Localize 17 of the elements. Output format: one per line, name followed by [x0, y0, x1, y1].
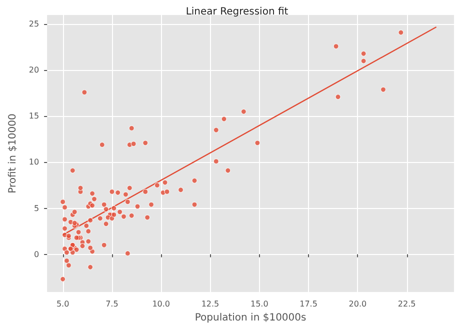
- x-tick-label: 15.0: [250, 300, 268, 308]
- y-axis-title: Profit in $10000: [8, 114, 18, 194]
- y-tick-label: 0: [34, 250, 40, 259]
- y-tick-label: 20: [28, 66, 40, 75]
- y-tick-label: 15: [28, 112, 40, 121]
- x-axis-title: Population in $10000s: [194, 312, 306, 324]
- chart-title: Linear Regression fit: [186, 6, 288, 18]
- x-tick-label: 5.0: [56, 300, 70, 308]
- x-tick-label: 20.0: [348, 300, 367, 308]
- x-tick-label: 17.5: [300, 300, 318, 308]
- y-tick-label: 5: [34, 204, 40, 213]
- x-tick-label: 7.5: [106, 300, 118, 308]
- x-tick-label: 12.5: [201, 300, 220, 308]
- x-tick-label: 22.5: [398, 300, 416, 308]
- y-tick-label: 25: [28, 20, 40, 29]
- y-tick-label: 10: [28, 158, 40, 167]
- x-tick-label: 10.0: [152, 300, 170, 308]
